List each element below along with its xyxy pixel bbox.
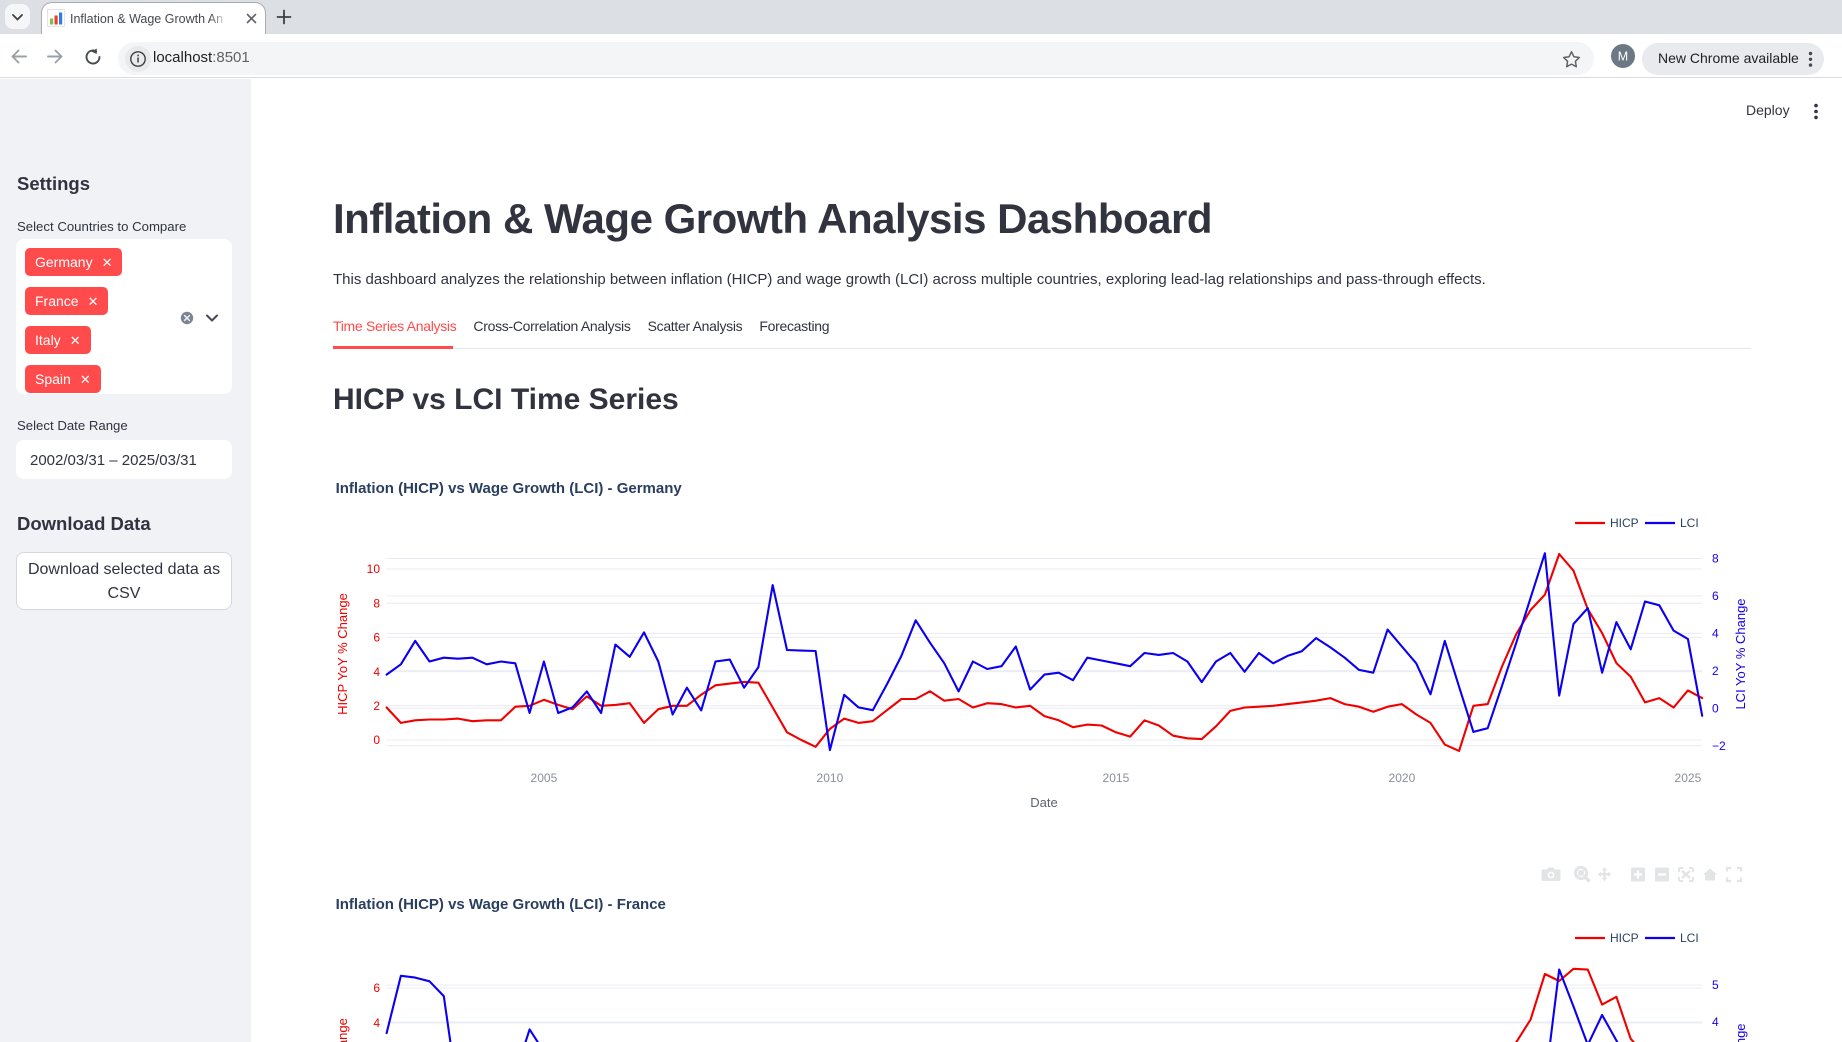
svg-text:HICP YoY % Change: HICP YoY % Change — [335, 1018, 350, 1042]
svg-text:2015: 2015 — [1103, 771, 1130, 785]
svg-text:6: 6 — [373, 631, 380, 645]
svg-text:HICP: HICP — [1610, 931, 1639, 945]
svg-text:5: 5 — [1712, 978, 1719, 992]
svg-text:8: 8 — [1712, 552, 1719, 566]
svg-text:4: 4 — [373, 665, 380, 679]
svg-text:0: 0 — [373, 733, 380, 747]
svg-text:LCI: LCI — [1680, 931, 1699, 945]
svg-text:2: 2 — [373, 699, 380, 713]
svg-text:2020: 2020 — [1389, 771, 1416, 785]
svg-text:0: 0 — [1712, 702, 1719, 716]
svg-text:Inflation (HICP) vs Wage Growt: Inflation (HICP) vs Wage Growth (LCI) - … — [336, 480, 683, 497]
svg-text:−2: −2 — [1712, 739, 1726, 753]
svg-text:4: 4 — [1712, 627, 1719, 641]
svg-text:HICP YoY % Change: HICP YoY % Change — [335, 593, 350, 715]
svg-text:4: 4 — [373, 1016, 380, 1030]
svg-text:6: 6 — [373, 981, 380, 995]
svg-text:M: M — [1618, 50, 1628, 64]
svg-text:LCI YoY % Change: LCI YoY % Change — [1733, 598, 1748, 709]
svg-text:2005: 2005 — [531, 771, 558, 785]
svg-text:Date: Date — [1030, 795, 1057, 810]
svg-text:HICP: HICP — [1610, 516, 1639, 530]
svg-text:8: 8 — [373, 596, 380, 610]
svg-text:2: 2 — [1712, 664, 1719, 678]
svg-text:LCI YoY % Change: LCI YoY % Change — [1733, 1023, 1748, 1042]
svg-text:2025: 2025 — [1675, 771, 1702, 785]
svg-text:2010: 2010 — [817, 771, 844, 785]
svg-text:LCI: LCI — [1680, 516, 1699, 530]
svg-text:6: 6 — [1712, 589, 1719, 603]
svg-text:Inflation (HICP) vs Wage Growt: Inflation (HICP) vs Wage Growth (LCI) - … — [336, 896, 666, 913]
svg-text:10: 10 — [367, 562, 381, 576]
svg-text:4: 4 — [1712, 1015, 1719, 1029]
